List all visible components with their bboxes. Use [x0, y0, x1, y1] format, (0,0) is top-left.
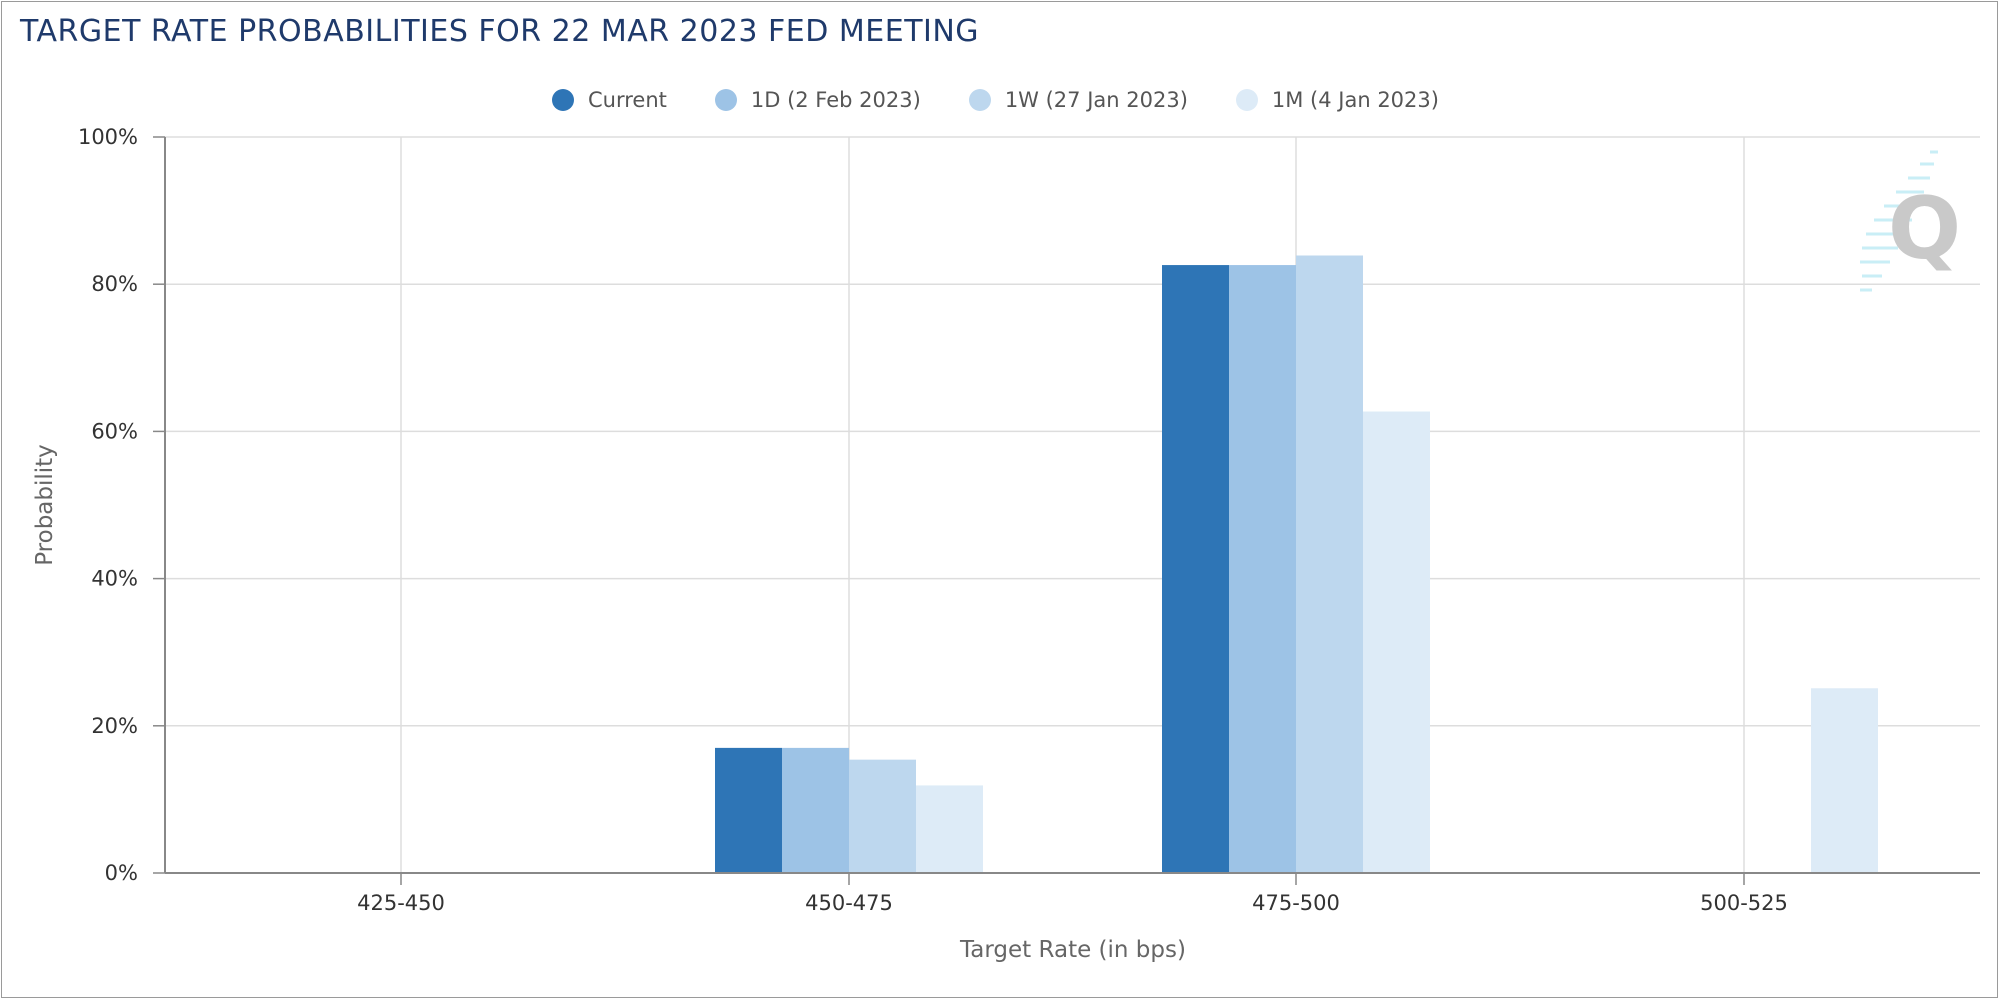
legend-item-1d[interactable]: 1D (2 Feb 2023) [714, 88, 921, 112]
bar-1m-4-jan-2023-500-525[interactable] [1811, 688, 1878, 873]
x-axis-title: Target Rate (in bps) [959, 937, 1186, 963]
axis-layer [164, 137, 1980, 874]
y-tick-label: 100% [78, 125, 138, 149]
bar-1w-27-jan-2023-450-475[interactable] [849, 759, 916, 873]
chart-title: TARGET RATE PROBABILITIES FOR 22 MAR 202… [20, 14, 980, 49]
bar-layer [715, 255, 1878, 874]
bar-1m-4-jan-2023-475-500[interactable] [1363, 411, 1430, 873]
x-tick-label-425-450: 425-450 [357, 891, 445, 915]
y-tick-label: 40% [91, 567, 138, 591]
legend-swatch-1w [968, 89, 991, 111]
x-tick-label-475-500: 475-500 [1252, 891, 1340, 915]
grid-layer [153, 136, 1980, 885]
x-tick-label-450-475: 450-475 [805, 891, 893, 915]
legend-swatch-1d [714, 89, 737, 111]
legend-item-current[interactable]: Current [552, 88, 667, 112]
y-axis-title: Probability [32, 444, 58, 566]
label-layer: 0% 20% 40% 60% 80% 100% 425-450 450-475 475-500 5… [78, 125, 1788, 915]
legend-item-1m[interactable]: 1M (4 Jan 2023) [1235, 88, 1439, 112]
legend-label-1m: 1M (4 Jan 2023) [1271, 88, 1439, 112]
bar-1m-4-jan-2023-450-475[interactable] [916, 785, 983, 873]
y-tick-label: 60% [91, 419, 138, 443]
chart-legend: Current 1D (2 Feb 2023) 1W (27 Jan 2023)… [552, 88, 1487, 112]
legend-item-1w[interactable]: 1W (27 Jan 2023) [968, 88, 1188, 112]
legend-label-1d: 1D (2 Feb 2023) [750, 88, 921, 112]
x-tick-label-500-525: 500-525 [1700, 891, 1788, 915]
y-tick-label: 80% [91, 272, 138, 296]
y-tick-label: 0% [105, 861, 138, 885]
legend-swatch-1m [1235, 89, 1258, 111]
legend-label-1w: 1W (27 Jan 2023) [1004, 88, 1188, 112]
bar-current-475-500[interactable] [1162, 265, 1229, 874]
legend-swatch-current [552, 89, 574, 111]
bar-1d-2-feb-2023-475-500[interactable] [1229, 265, 1296, 874]
bar-current-450-475[interactable] [715, 747, 782, 873]
bar-1w-27-jan-2023-475-500[interactable] [1296, 255, 1363, 874]
y-tick-label: 20% [91, 714, 138, 738]
svg-text:Q: Q [1888, 179, 1961, 279]
watermark-logo: Q [1860, 150, 1961, 292]
legend-label-current: Current [588, 88, 667, 112]
bar-1d-2-feb-2023-450-475[interactable] [782, 747, 849, 873]
